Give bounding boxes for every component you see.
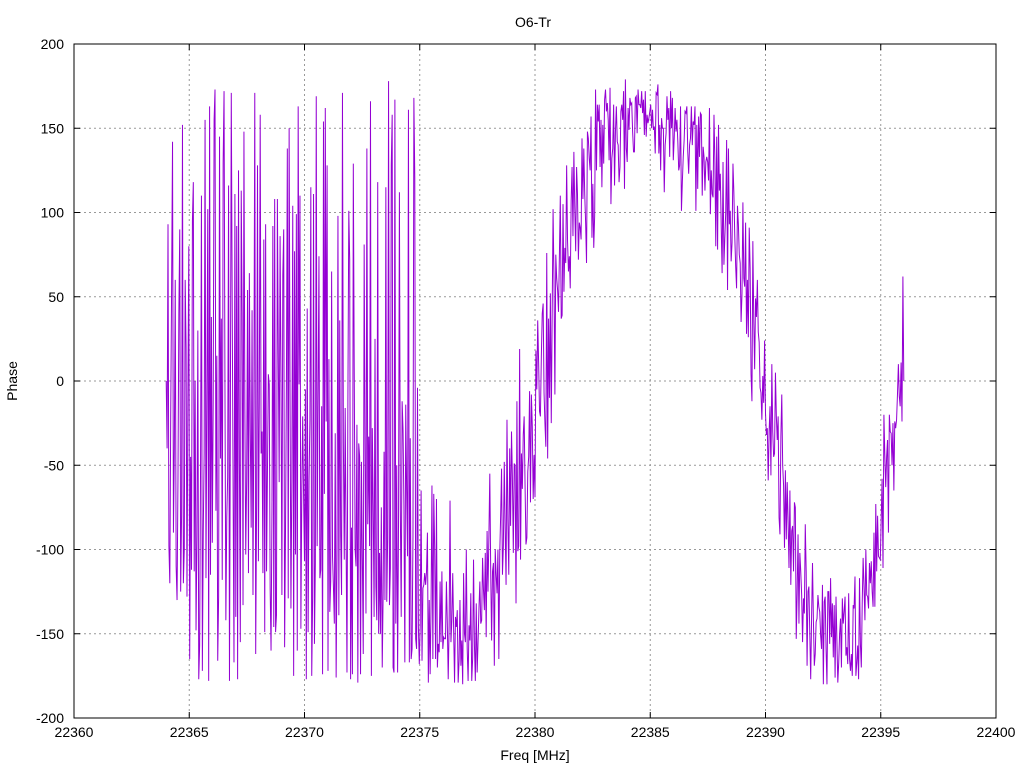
x-axis-label: Freq [MHz] bbox=[500, 747, 569, 763]
axis-ticks: 22360 22365 22370 22375 22380 22385 22390 22395… bbox=[36, 36, 1016, 740]
chart-title: O6-Tr bbox=[515, 14, 551, 30]
y-axis-label: Phase bbox=[4, 361, 20, 401]
y-tick-label: 0 bbox=[56, 373, 64, 389]
grid-lines bbox=[74, 44, 996, 718]
series-phase bbox=[165, 79, 905, 685]
y-tick-label: 200 bbox=[41, 36, 65, 52]
x-tick-label: 22395 bbox=[861, 724, 900, 740]
x-tick-label: 22385 bbox=[631, 724, 670, 740]
x-tick-label: 22390 bbox=[746, 724, 785, 740]
y-tick-label: -200 bbox=[36, 710, 64, 726]
y-tick-label: -100 bbox=[36, 542, 64, 558]
y-tick-label: 100 bbox=[41, 205, 65, 221]
y-tick-label: 50 bbox=[48, 289, 64, 305]
y-tick-label: -150 bbox=[36, 626, 64, 642]
y-tick-label: 150 bbox=[41, 120, 65, 136]
x-tick-label: 22365 bbox=[170, 724, 209, 740]
x-tick-label: 22360 bbox=[55, 724, 94, 740]
y-tick-label: -50 bbox=[44, 457, 64, 473]
x-tick-label: 22400 bbox=[977, 724, 1016, 740]
x-tick-label: 22375 bbox=[400, 724, 439, 740]
phase-line bbox=[165, 79, 905, 685]
x-tick-label: 22370 bbox=[285, 724, 324, 740]
plot-frame bbox=[73, 43, 997, 719]
x-tick-label: 22380 bbox=[516, 724, 555, 740]
